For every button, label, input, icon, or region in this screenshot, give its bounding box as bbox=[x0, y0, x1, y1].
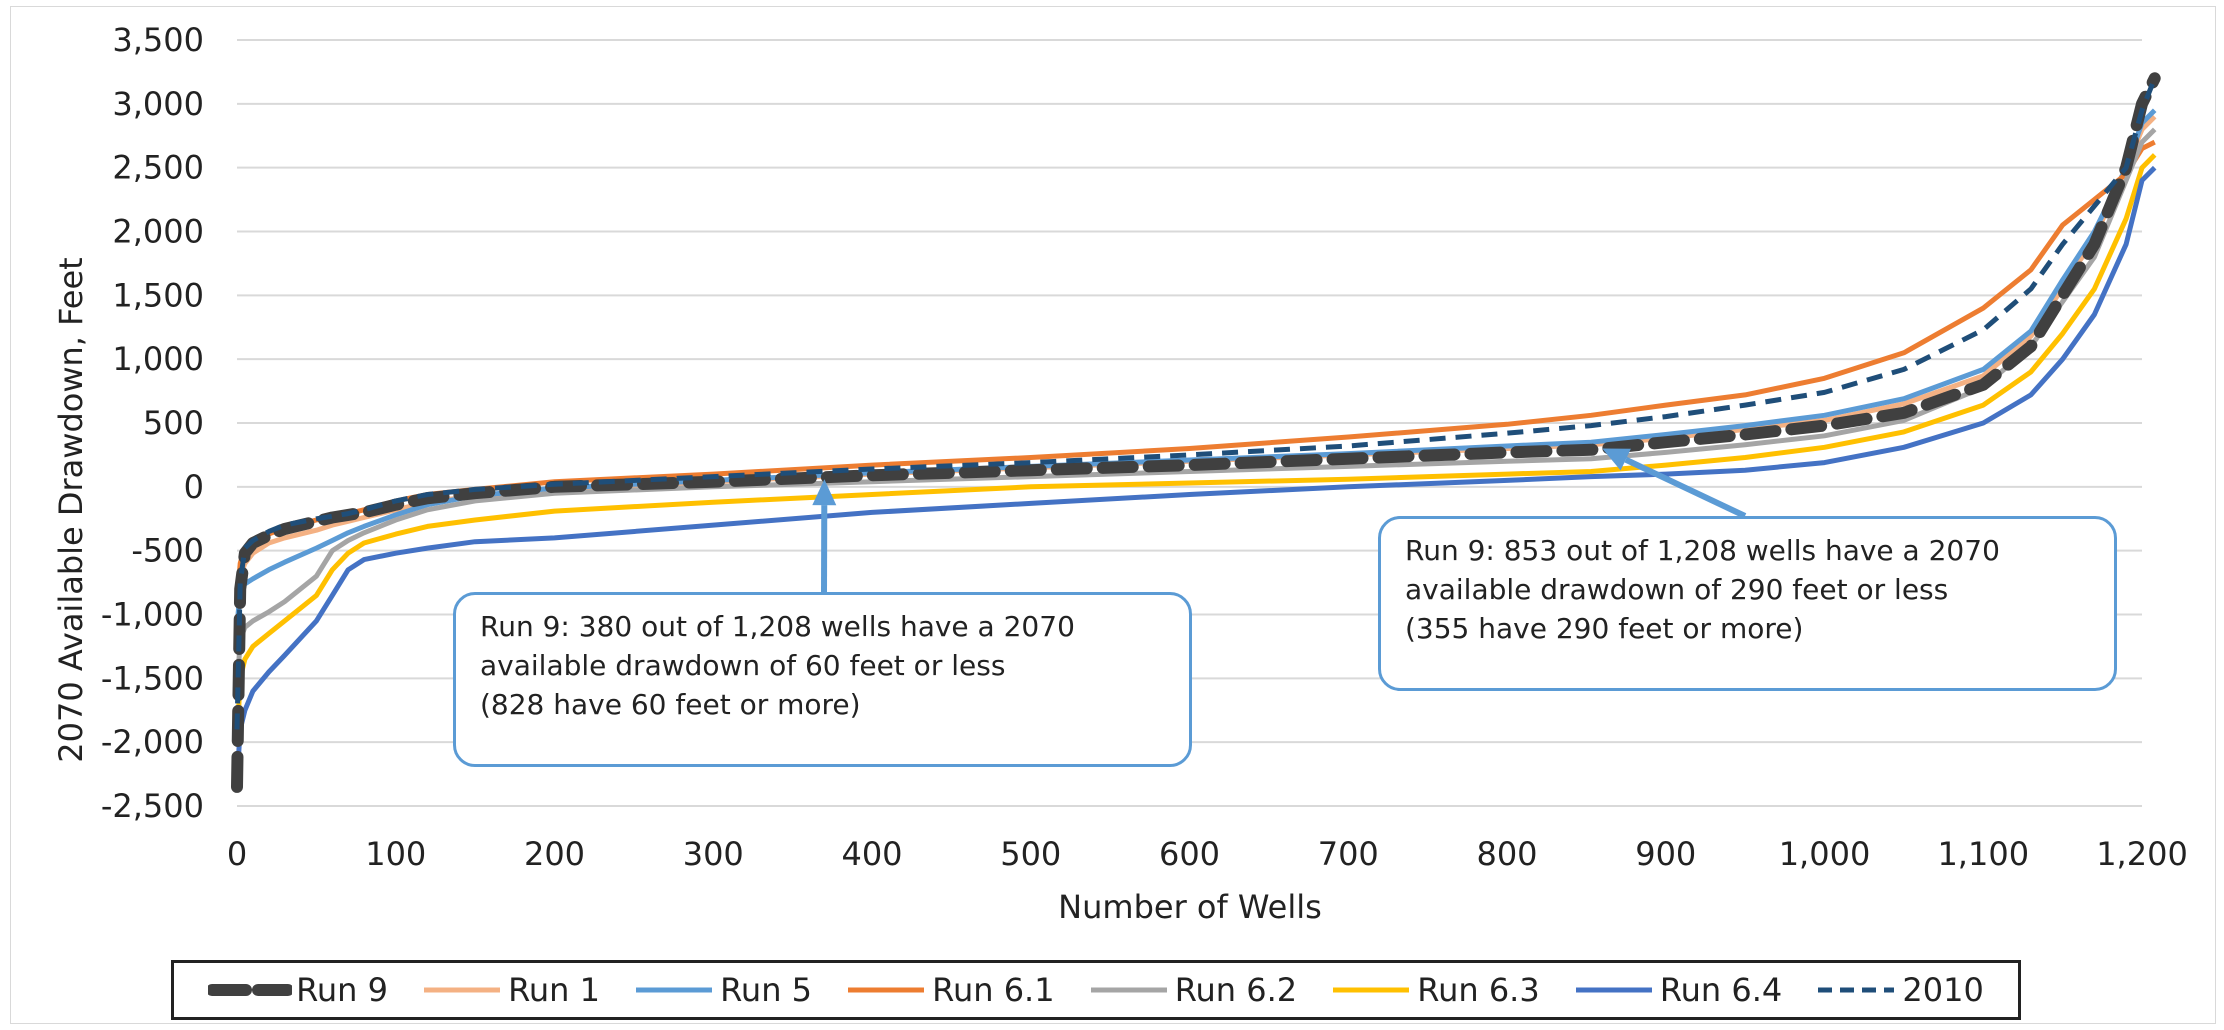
callout-arrowhead bbox=[1602, 448, 1631, 471]
x-tick-label: 100 bbox=[365, 835, 426, 873]
x-tick-label: 1,100 bbox=[1937, 835, 2029, 873]
legend-item: 2010 bbox=[1814, 971, 1984, 1009]
x-tick-label: 500 bbox=[1000, 835, 1061, 873]
x-tick-label: 200 bbox=[524, 835, 585, 873]
legend-swatch bbox=[424, 987, 501, 993]
series-line-run-6-4 bbox=[234, 165, 2157, 781]
y-tick-label: 0 bbox=[184, 468, 204, 506]
y-tick-label: -1,500 bbox=[101, 659, 204, 697]
callout-line: Run 9: 380 out of 1,208 wells have a 207… bbox=[480, 610, 1075, 643]
callout-line: available drawdown of 60 feet or less bbox=[480, 649, 1006, 682]
legend-item: Run 5 bbox=[632, 971, 812, 1009]
legend-swatch bbox=[1333, 987, 1410, 993]
x-tick-label: 900 bbox=[1635, 835, 1696, 873]
legend-label: Run 1 bbox=[508, 971, 600, 1009]
callout-arrow bbox=[1624, 456, 1747, 519]
chart-frame bbox=[10, 6, 2216, 1024]
x-tick-labels: 0 100 200 300 400 500 600 700 800 900 1,000 1,100 1,… bbox=[227, 835, 2188, 873]
legend-swatch bbox=[208, 984, 293, 996]
legend-label: 2010 bbox=[1902, 971, 1984, 1009]
y-tick-label: -2,000 bbox=[101, 723, 204, 761]
legend-item: Run 6.2 bbox=[1087, 971, 1297, 1009]
series-line-run-6-3 bbox=[234, 153, 2157, 743]
legend-swatch bbox=[636, 987, 713, 993]
y-tick-label: 1,500 bbox=[112, 276, 204, 314]
y-tick-label: -2,500 bbox=[101, 787, 204, 825]
y-tick-label: 3,500 bbox=[112, 21, 204, 59]
series-line-2010 bbox=[234, 77, 2158, 730]
legend-label: Run 6.4 bbox=[1659, 971, 1783, 1009]
y-tick-label: 3,000 bbox=[112, 85, 204, 123]
legend-label: Run 6.1 bbox=[932, 971, 1055, 1009]
callout-arrowhead bbox=[812, 479, 837, 506]
series-lines bbox=[231, 72, 2161, 793]
y-tick-labels: 3,500 3,000 2,500 2,000 1,500 1,000 500 0 -500 -1… bbox=[101, 21, 204, 825]
callout-arrows bbox=[812, 448, 1747, 593]
x-axis-title: Number of Wells bbox=[1058, 888, 1322, 926]
callout-line: available drawdown of 290 feet or less bbox=[1405, 573, 1949, 606]
legend-swatch bbox=[1575, 987, 1652, 993]
x-tick-label: 300 bbox=[683, 835, 744, 873]
x-tick-label: 800 bbox=[1476, 835, 1537, 873]
y-tick-label: 2,500 bbox=[112, 149, 204, 187]
legend-item: Run 6.1 bbox=[844, 971, 1055, 1009]
y-tick-label: 2,000 bbox=[112, 213, 204, 251]
legend-item: Run 6.3 bbox=[1329, 971, 1540, 1009]
legend-swatch bbox=[1090, 987, 1167, 993]
y-tick-label: 500 bbox=[143, 404, 204, 442]
callout-line: (828 have 60 feet or more) bbox=[480, 688, 861, 721]
y-tick-label: 1,000 bbox=[112, 340, 204, 378]
y-axis-title: 2070 Available Drawdown, Feet bbox=[52, 257, 90, 762]
y-tick-label: -500 bbox=[131, 532, 204, 570]
x-tick-label: 600 bbox=[1159, 835, 1220, 873]
series-line-run-9 bbox=[231, 72, 2161, 793]
x-tick-label: 400 bbox=[841, 835, 902, 873]
x-tick-label: 0 bbox=[227, 835, 247, 873]
legend-label: Run 9 bbox=[296, 971, 388, 1009]
callout-line: (355 have 290 feet or more) bbox=[1405, 612, 1804, 645]
callout-run9-60ft: Run 9: 380 out of 1,208 wells have a 207… bbox=[453, 592, 1192, 767]
chart-legend: Run 9 Run 1 Run 5 Run 6.1 Run 6.2 Run 6.3 Run … bbox=[171, 960, 2021, 1020]
legend-label: Run 6.3 bbox=[1417, 971, 1540, 1009]
x-tick-label: 1,000 bbox=[1779, 835, 1871, 873]
legend-item: Run 6.4 bbox=[1572, 971, 1782, 1009]
legend-swatch bbox=[848, 987, 925, 993]
callout-line: Run 9: 853 out of 1,208 wells have a 207… bbox=[1405, 534, 2000, 567]
legend-label: Run 5 bbox=[720, 971, 813, 1009]
x-tick-label: 1,200 bbox=[2096, 835, 2188, 873]
legend-item: Run 1 bbox=[420, 971, 600, 1009]
legend-item: Run 9 bbox=[208, 971, 388, 1009]
legend-label: Run 6.2 bbox=[1174, 971, 1298, 1009]
callout-run9-290ft: Run 9: 853 out of 1,208 wells have a 207… bbox=[1378, 516, 2117, 691]
legend-swatch bbox=[1818, 987, 1895, 993]
y-tick-label: -1,000 bbox=[101, 596, 204, 634]
x-tick-label: 700 bbox=[1318, 835, 1379, 873]
